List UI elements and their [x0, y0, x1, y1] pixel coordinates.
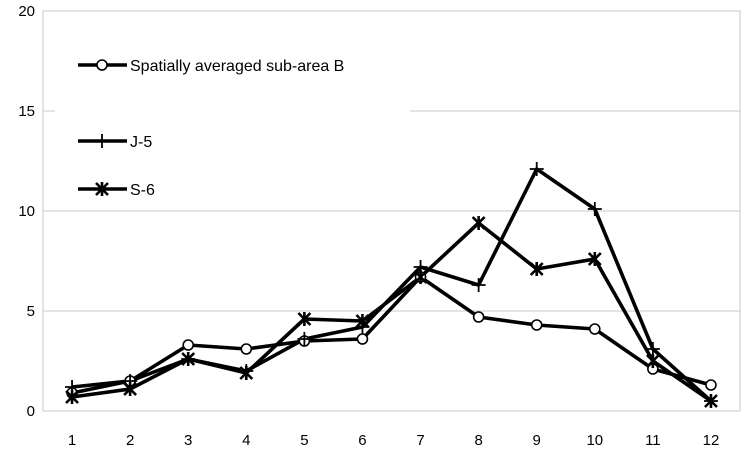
- series-1-point-8: [472, 311, 485, 323]
- series-line-3: [71, 221, 712, 403]
- y-axis-tick-labels: 0 5 10 15 20: [18, 3, 35, 420]
- series-1-point-4: [240, 343, 253, 355]
- x-tick-label-2: 2: [126, 432, 134, 449]
- legend: Spatially averaged sub-area B J-5 S-6: [78, 58, 344, 199]
- legend-marker-2: [95, 134, 109, 148]
- y-tick-label-15: 15: [18, 103, 35, 120]
- series-2-point-11: [645, 342, 660, 356]
- series-lines: [71, 167, 713, 403]
- series-2-point-10: [587, 202, 602, 216]
- x-tick-label-9: 9: [533, 432, 541, 449]
- series-2-point-5: [297, 332, 312, 346]
- series-2-point-9: [529, 162, 544, 176]
- series-3-point-8: [471, 216, 486, 230]
- series-3-point-7: [413, 270, 428, 284]
- series-1-point-9: [530, 319, 543, 331]
- y-tick-label-20: 20: [18, 3, 35, 20]
- series-3-point-11: [645, 354, 660, 368]
- series-3-point-1: [65, 390, 79, 404]
- x-tick-label-7: 7: [416, 432, 424, 449]
- x-tick-label-11: 11: [645, 432, 661, 449]
- series-2-point-8: [471, 278, 486, 292]
- series-1-point-12: [705, 379, 717, 391]
- series-line-2: [71, 167, 713, 403]
- x-tick-label-8: 8: [474, 432, 482, 449]
- series-3-point-6: [355, 314, 370, 328]
- series-line-1: [71, 275, 712, 395]
- x-tick-label-4: 4: [242, 432, 250, 449]
- legend-marker-3: [95, 182, 109, 196]
- series-3-point-10: [587, 252, 602, 266]
- series-3-point-4: [239, 366, 254, 380]
- legend-label-2: J-5: [130, 134, 152, 151]
- legend-marker-1: [96, 59, 108, 71]
- series-1-point-10: [588, 323, 601, 335]
- series-3-point-12: [704, 394, 718, 408]
- y-tick-label-10: 10: [18, 203, 35, 220]
- x-axis-tick-labels: 1 2 3 4 5 6 7 8 9 10 11 12: [68, 432, 719, 449]
- series-3-point-3: [181, 352, 196, 366]
- series-markers: [65, 162, 718, 408]
- x-tick-label-12: 12: [703, 432, 720, 449]
- x-tick-label-6: 6: [358, 432, 366, 449]
- y-tick-label-0: 0: [27, 403, 35, 420]
- series-1-point-3: [182, 339, 195, 351]
- series-3-point-5: [297, 312, 312, 326]
- x-tick-label-3: 3: [184, 432, 192, 449]
- legend-label-3: S-6: [130, 182, 155, 199]
- x-tick-label-5: 5: [300, 432, 308, 449]
- y-tick-label-5: 5: [27, 303, 35, 320]
- x-tick-label-10: 10: [586, 432, 603, 449]
- x-tick-label-1: 1: [68, 432, 76, 449]
- series-3-point-2: [123, 382, 138, 396]
- legend-label-1: Spatially averaged sub-area B: [130, 58, 344, 75]
- series-3-point-9: [529, 262, 544, 276]
- series-1-point-6: [356, 333, 369, 345]
